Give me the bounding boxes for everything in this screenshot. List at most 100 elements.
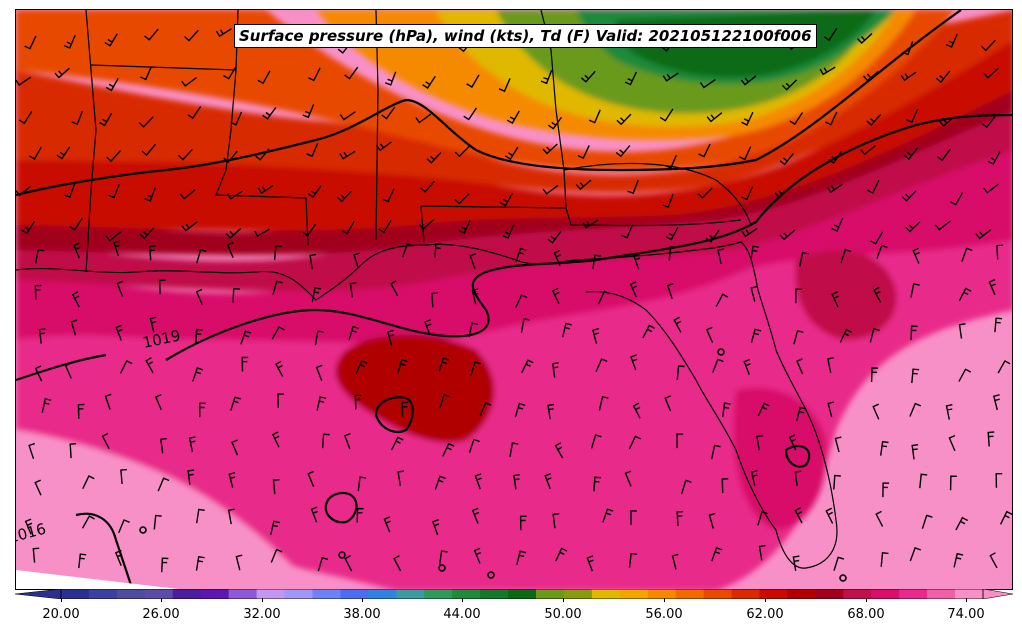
wind-barb	[551, 287, 560, 304]
colorbar-segment	[647, 589, 677, 599]
wind-barb	[378, 219, 392, 234]
wind-barb	[82, 475, 95, 490]
wind-barb	[473, 547, 482, 564]
wind-barb	[516, 550, 527, 565]
wind-barb	[154, 393, 162, 411]
cb-tick-mark	[966, 598, 967, 602]
wind-barb	[673, 316, 682, 333]
wind-barb	[471, 507, 480, 524]
wind-barb	[235, 554, 243, 571]
wind-barb	[70, 319, 78, 336]
wind-barb	[722, 402, 731, 418]
wind-barb	[270, 548, 283, 563]
field-deep-pink	[16, 110, 1012, 292]
wind-barb	[705, 326, 714, 343]
wind-barb	[474, 473, 482, 490]
wind-barb	[958, 323, 966, 339]
wind-barb	[28, 146, 43, 160]
wind-barb	[659, 108, 674, 122]
wind-barb	[138, 116, 154, 128]
wind-barb	[470, 361, 482, 376]
wind-barb	[34, 284, 42, 300]
wind-barb	[873, 286, 882, 303]
isobar-dot-4	[487, 571, 495, 579]
wind-barb	[499, 192, 514, 207]
wind-barb	[750, 245, 760, 261]
wind-barb	[520, 318, 530, 333]
wind-barb	[542, 184, 559, 195]
wind-barb	[834, 436, 842, 453]
wind-barb	[106, 150, 121, 163]
wind-barb	[833, 556, 845, 571]
wind-barb	[712, 358, 724, 373]
wind-barb	[958, 287, 972, 302]
wind-barb	[840, 248, 852, 264]
field-red	[16, 10, 1012, 193]
isobar-dot-3	[438, 564, 446, 572]
wind-barb	[78, 553, 87, 569]
wind-barb	[262, 107, 277, 120]
wind-barb	[590, 434, 602, 449]
wind-barb	[902, 41, 914, 56]
wind-barb	[71, 291, 80, 308]
wind-barb	[949, 475, 957, 491]
wind-barb	[575, 179, 592, 191]
wind-barb	[21, 221, 35, 235]
wind-barb	[540, 70, 553, 85]
wind-barb	[668, 246, 677, 261]
wind-barb	[34, 365, 43, 382]
wind-barb	[382, 188, 395, 203]
wind-barb	[953, 552, 964, 568]
wind-barb	[257, 184, 274, 195]
wind-barb	[515, 294, 528, 308]
state-border-6	[563, 162, 752, 226]
wind-barb	[676, 510, 684, 526]
wind-barb	[255, 148, 270, 161]
wind-barb	[415, 113, 432, 124]
wind-barb	[321, 433, 330, 449]
wind-barb	[306, 143, 319, 158]
wind-barb	[438, 357, 450, 372]
wind-barb	[882, 482, 890, 498]
wind-barb	[588, 109, 601, 124]
cb-tick-mark	[866, 598, 867, 602]
wind-barb	[580, 70, 596, 83]
wind-barb	[307, 185, 322, 199]
wind-barb	[34, 479, 42, 496]
wind-barb	[119, 359, 133, 374]
wind-barb	[458, 220, 471, 235]
wind-barb	[195, 328, 203, 344]
wind-barb	[337, 190, 352, 203]
wind-barb	[498, 78, 511, 93]
wind-barb	[987, 151, 1001, 166]
wind-barb	[794, 507, 803, 524]
wind-barb	[987, 431, 995, 447]
wind-barb	[73, 242, 81, 259]
wind-barb	[629, 281, 638, 298]
colorbar-segment	[368, 589, 397, 599]
field-magenta	[16, 140, 1012, 343]
wind-barb	[662, 72, 679, 82]
wind-barb	[63, 183, 76, 198]
wind-barb	[676, 365, 685, 380]
wind-barb	[341, 221, 355, 235]
cb-tick-mark	[664, 598, 665, 602]
wind-barb	[514, 402, 526, 418]
wind-barb	[901, 190, 917, 202]
wind-barb	[354, 394, 362, 410]
wind-barb	[792, 555, 800, 572]
colorbar-segment	[61, 589, 90, 599]
wind-barb	[936, 148, 952, 162]
wind-barb	[69, 443, 77, 459]
colorbar-segment	[703, 589, 733, 599]
field-dark-red	[16, 30, 1012, 231]
wind-barb	[225, 227, 242, 239]
wind-barb	[705, 229, 720, 243]
colorbar-tick-label: 62.00	[746, 607, 784, 622]
wind-barb	[16, 185, 31, 197]
wind-barb	[307, 470, 315, 487]
wind-barb	[302, 223, 317, 237]
wind-barb	[708, 512, 716, 529]
wind-barb	[145, 357, 154, 374]
wind-barb	[28, 442, 36, 460]
